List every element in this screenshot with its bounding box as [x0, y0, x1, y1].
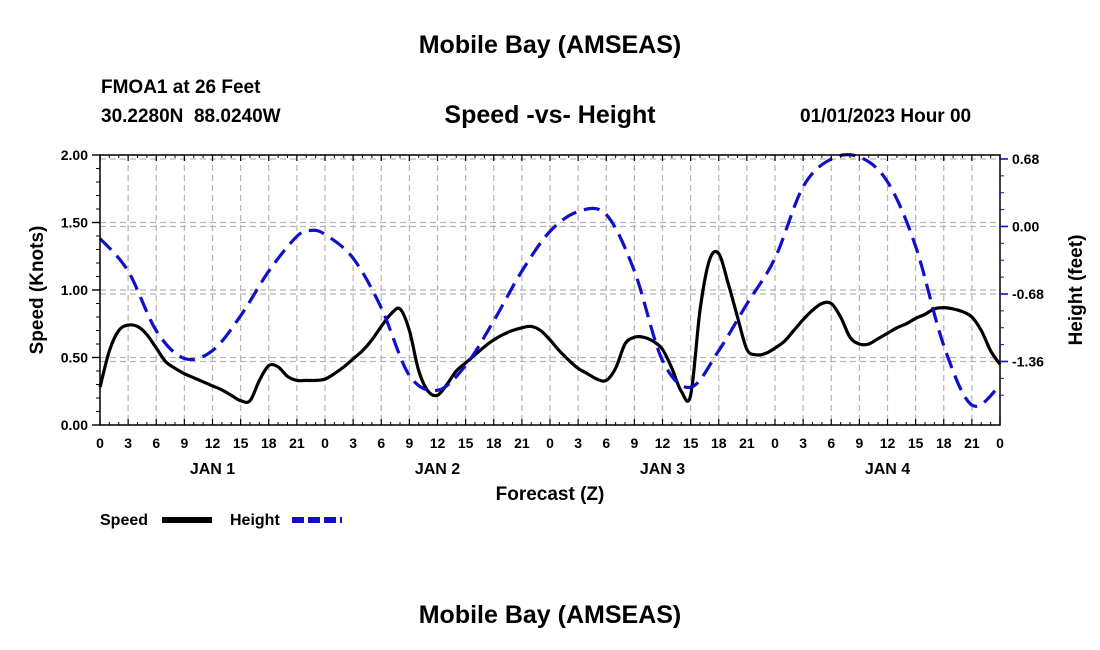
x-tick-label: 6 — [377, 435, 385, 451]
x-tick-label: 0 — [996, 435, 1004, 451]
day-label: JAN 4 — [865, 461, 910, 478]
x-tick-label: 18 — [711, 435, 727, 451]
y-axis-label: Speed (Knots) — [27, 226, 48, 355]
x-tick-label: 12 — [880, 435, 896, 451]
x-tick-label: 21 — [964, 435, 980, 451]
x-tick-label: 15 — [233, 435, 249, 451]
station-label: FMOA1 at 26 Feet — [101, 77, 261, 98]
x-tick-label: 12 — [205, 435, 221, 451]
axes: 0 3 6 9 12 15 18 21 0 3 6 9 12 15 18 21 0 3 6 9 12 15 18 21 0 3 6 9… — [61, 147, 1044, 478]
legend-speed-label: Speed — [100, 512, 148, 529]
x-tick-label: 6 — [152, 435, 160, 451]
series-line-speed — [98, 249, 1002, 405]
x-tick-label: 9 — [405, 435, 413, 451]
chart-subtitle: Speed -vs- Height — [444, 101, 656, 129]
y2-tick-label: 0.68 — [1012, 151, 1039, 167]
x-tick-label: 0 — [321, 435, 329, 451]
y-tick-label: 0.50 — [61, 350, 88, 366]
x-tick-label: 18 — [936, 435, 952, 451]
legend-height-label: Height — [230, 512, 280, 529]
x-tick-label: 0 — [771, 435, 779, 451]
series-line-height — [98, 153, 1002, 408]
x-tick-label: 3 — [124, 435, 132, 451]
y2-axis-label: Height (feet) — [1066, 235, 1087, 346]
x-tick-label: 18 — [261, 435, 277, 451]
x-tick-label: 3 — [349, 435, 357, 451]
x-axis-label: Forecast (Z) — [496, 484, 605, 505]
x-tick-label: 21 — [739, 435, 755, 451]
x-tick-label: 21 — [289, 435, 305, 451]
x-tick-label: 0 — [96, 435, 104, 451]
y-tick-label: 0.00 — [61, 417, 88, 433]
y2-tick-label: 0.00 — [1012, 218, 1039, 234]
x-tick-label: 9 — [630, 435, 638, 451]
x-tick-label: 0 — [546, 435, 554, 451]
x-tick-label: 9 — [180, 435, 188, 451]
x-tick-label: 15 — [908, 435, 924, 451]
y-tick-label: 1.50 — [61, 215, 88, 231]
day-label: JAN 1 — [190, 461, 235, 478]
x-tick-label: 12 — [655, 435, 671, 451]
x-tick-label: 21 — [514, 435, 530, 451]
page-title: Mobile Bay (AMSEAS) — [418, 31, 682, 59]
forecast-datetime: 01/01/2023 Hour 00 — [800, 106, 972, 127]
coordinates-label: 30.2280N 88.0240W — [101, 106, 281, 127]
x-tick-label: 15 — [458, 435, 474, 451]
y-tick-label: 2.00 — [61, 147, 88, 163]
x-tick-label: 15 — [683, 435, 699, 451]
day-label: JAN 3 — [640, 461, 685, 478]
x-tick-label: 12 — [430, 435, 446, 451]
footer-title: Mobile Bay (AMSEAS) — [418, 601, 682, 629]
y-tick-label: 1.00 — [61, 282, 88, 298]
x-tick-label: 9 — [855, 435, 863, 451]
y2-tick-label: -0.68 — [1012, 286, 1044, 302]
x-tick-label: 6 — [602, 435, 610, 451]
x-tick-label: 6 — [827, 435, 835, 451]
grid-lines — [99, 154, 1001, 426]
x-tick-label: 18 — [486, 435, 502, 451]
x-tick-label: 3 — [799, 435, 807, 451]
series-lines — [98, 153, 1002, 408]
x-tick-label: 3 — [574, 435, 582, 451]
legend: Speed Height — [100, 512, 342, 529]
y2-tick-label: -1.36 — [1012, 353, 1044, 369]
day-label: JAN 2 — [415, 461, 460, 478]
